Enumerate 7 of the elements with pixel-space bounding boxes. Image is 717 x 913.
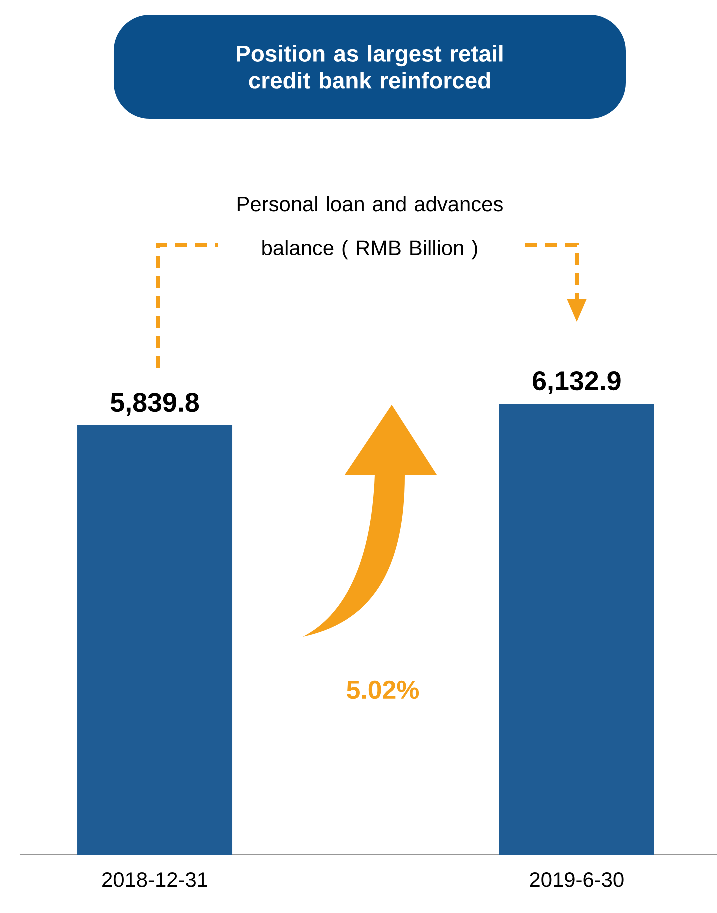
data-label: 6,132.9: [533, 372, 621, 394]
data-label: 5,839.8: [110, 393, 200, 416]
x-tick-label: 2019-6-30: [530, 872, 624, 888]
text: Personal loan and advances balance ( RMB Billion ): [238, 196, 503, 260]
chart-title: Position as largest retail credit bank reinforced: [237, 45, 503, 89]
annotation: 5.02%: [347, 680, 420, 700]
x-tick-label: 2018-12-31: [102, 872, 208, 888]
